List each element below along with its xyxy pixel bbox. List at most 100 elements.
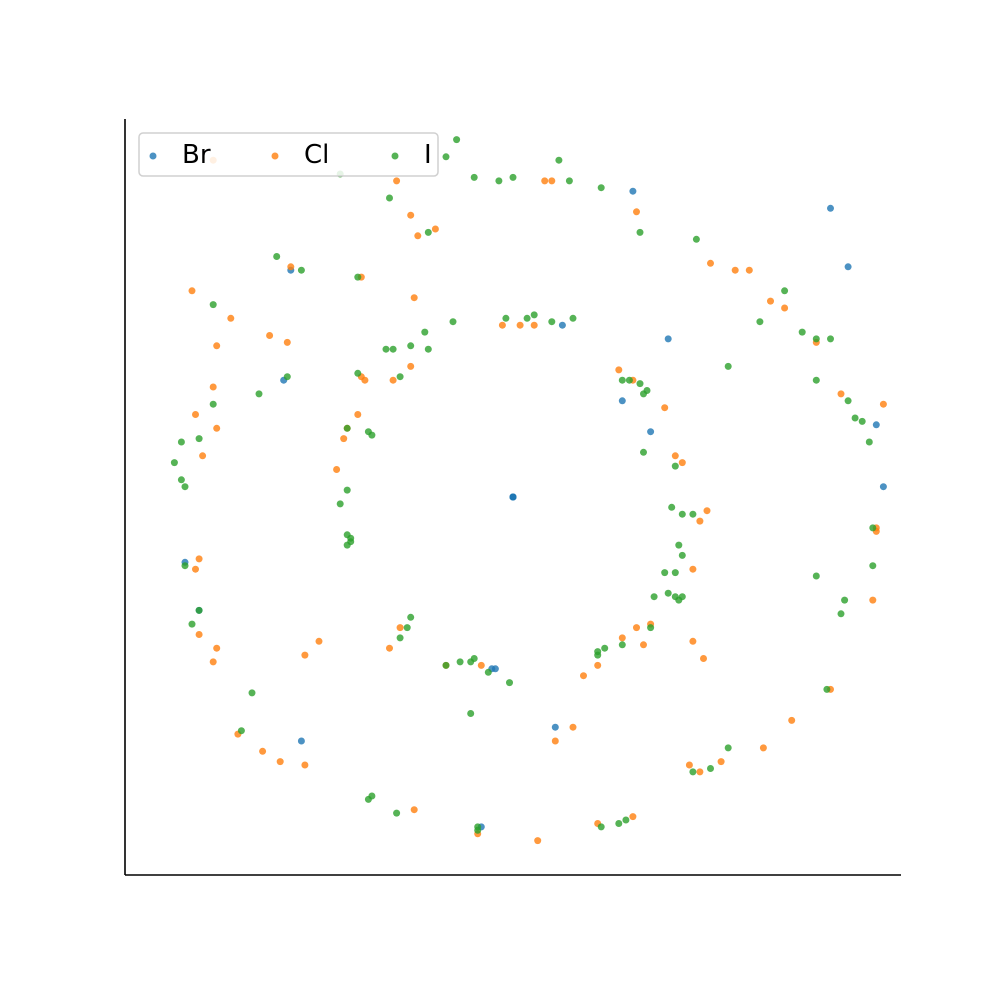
point-cl-21 [276, 758, 284, 766]
point-i-24 [812, 572, 820, 580]
point-cl-38 [678, 459, 686, 467]
point-i-108 [470, 655, 478, 662]
point-i-79 [671, 569, 679, 577]
point-i-80 [661, 569, 669, 577]
point-br-7 [879, 483, 887, 491]
point-cl-57 [548, 177, 556, 185]
series-cl [188, 156, 887, 845]
point-i-56 [389, 345, 397, 353]
point-i-46 [170, 459, 178, 467]
point-cl-74 [696, 768, 704, 776]
point-i-19 [724, 362, 732, 370]
legend-label-br: Br [182, 140, 211, 170]
point-cl-42 [615, 366, 623, 374]
point-i-62 [530, 311, 538, 319]
point-i-90 [484, 668, 492, 676]
point-cl-46 [407, 362, 415, 370]
point-br-17 [297, 737, 305, 745]
point-i-53 [283, 373, 291, 381]
point-cl-72 [759, 744, 767, 752]
point-i-52 [255, 390, 263, 398]
point-cl-24 [315, 637, 323, 645]
point-cl-80 [569, 723, 577, 731]
point-cl-77 [700, 655, 707, 662]
point-i-86 [601, 644, 609, 652]
point-i-60 [502, 314, 510, 322]
point-i-110 [209, 301, 217, 309]
point-cl-49 [354, 411, 362, 418]
point-cl-16 [195, 631, 203, 638]
point-i-72 [668, 503, 676, 511]
point-i-102 [343, 486, 351, 494]
point-cl-81 [551, 737, 559, 745]
point-i-70 [640, 448, 647, 456]
point-cl-20 [259, 747, 267, 755]
point-i-18 [812, 376, 820, 384]
point-cl-50 [340, 435, 348, 443]
point-cl-13 [199, 452, 207, 460]
point-i-64 [548, 318, 556, 326]
point-cl-2 [431, 225, 439, 233]
point-cl-22 [301, 761, 309, 769]
point-cl-71 [788, 716, 796, 724]
point-br-10 [558, 321, 566, 329]
legend-marker-br [149, 152, 157, 160]
point-cl-28 [477, 661, 485, 669]
point-i-76 [678, 551, 686, 559]
point-cl-31 [618, 634, 626, 642]
point-cl-75 [685, 761, 693, 769]
point-i-105 [396, 373, 404, 381]
point-cl-66 [879, 400, 887, 408]
point-i-75 [675, 541, 683, 549]
point-br-6 [872, 421, 880, 429]
point-cl-73 [717, 758, 725, 766]
point-i-113 [354, 273, 362, 281]
point-cl-47 [389, 376, 397, 384]
point-i-101 [336, 500, 344, 508]
point-i-69 [643, 387, 651, 394]
point-i-68 [636, 380, 644, 388]
point-i-73 [678, 510, 686, 518]
point-cl-29 [580, 672, 587, 680]
point-i-89 [506, 679, 513, 687]
point-i-74 [689, 510, 697, 518]
point-i-111 [273, 253, 281, 260]
point-i-92 [456, 658, 464, 666]
point-i-4 [453, 136, 461, 144]
point-i-43 [195, 606, 203, 614]
point-i-22 [858, 417, 866, 425]
point-cl-63 [781, 304, 789, 312]
series-i [170, 136, 877, 834]
point-br-20 [629, 187, 637, 195]
point-i-28 [869, 562, 877, 570]
point-i-30 [724, 744, 732, 752]
point-i-81 [678, 593, 686, 601]
point-i-63 [569, 314, 577, 322]
point-i-2 [424, 228, 432, 236]
legend-marker-i [391, 152, 399, 160]
point-cl-8 [213, 342, 221, 350]
point-i-31 [707, 765, 714, 772]
legend-label-cl: Cl [304, 140, 329, 170]
point-i-95 [403, 624, 411, 632]
point-cl-11 [192, 411, 199, 418]
point-cl-58 [633, 208, 640, 216]
point-cl-35 [689, 565, 697, 573]
point-cl-3 [410, 294, 418, 302]
point-i-59 [449, 318, 457, 326]
point-br-4 [827, 204, 834, 212]
point-cl-33 [633, 624, 640, 632]
point-i-49 [209, 400, 217, 408]
point-br-18 [551, 723, 559, 731]
point-cl-78 [629, 813, 637, 821]
point-i-106 [424, 345, 432, 353]
legend-label-i: I [424, 140, 432, 170]
point-br-8 [664, 335, 672, 343]
point-br-3 [509, 493, 517, 501]
point-i-71 [671, 462, 679, 470]
point-i-41 [248, 689, 256, 697]
point-i-109 [467, 710, 475, 717]
point-cl-83 [534, 837, 542, 845]
point-i-12 [692, 235, 700, 243]
